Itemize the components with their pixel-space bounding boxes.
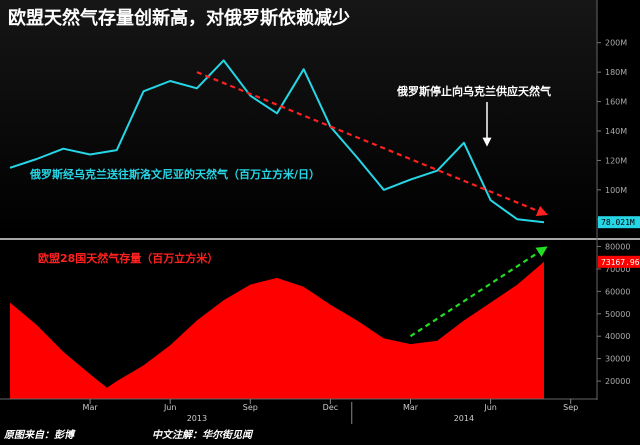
last-value-box	[598, 255, 640, 268]
x-tick-label: Sep	[563, 403, 578, 412]
y-tick-label: 70000	[605, 265, 630, 274]
x-year-label: 2013	[187, 414, 207, 423]
footer-source: 原图来自：彭博	[3, 429, 76, 441]
x-axis: Mar Jun Sep Dec Mar Jun Sep 2013 2014	[0, 398, 597, 424]
y-tick-label: 50000	[605, 310, 630, 319]
y-tick-label: 20000	[605, 377, 630, 386]
top-series-annotation: 俄罗斯经乌克兰送往斯洛文尼亚的天然气（百万立方米/日）	[29, 167, 320, 181]
series-line	[9, 59, 545, 224]
y-tick-label: 180M	[605, 68, 627, 77]
last-value-label: 73167.96	[601, 258, 640, 267]
y-tick-label: 60000	[605, 287, 630, 296]
x-tick-label: Sep	[243, 403, 258, 412]
x-tick-label: Jun	[483, 403, 497, 412]
y-tick-label: 120M	[605, 156, 627, 165]
x-year-label: 2014	[454, 414, 474, 423]
top-panel-bg	[0, 0, 597, 236]
y-tick-label: 160M	[605, 98, 627, 107]
y-tick-label: 40000	[605, 332, 630, 341]
x-tick-label: Mar	[403, 403, 419, 412]
bottom-series-annotation: 欧盟28国天然气存量（百万立方米）	[38, 251, 218, 265]
x-tick-label: Jun	[163, 403, 177, 412]
chart-title: 欧盟天然气存量创新高，对俄罗斯依赖减少	[8, 7, 350, 29]
footer-notes: 中文注解：华尔街见闻	[152, 429, 254, 441]
y-tick-label: 80000	[605, 242, 630, 251]
last-value-label: 78.021M	[601, 218, 635, 227]
series-area	[10, 261, 544, 399]
x-tick-label: Dec	[323, 403, 338, 412]
y-tick-label: 140M	[605, 127, 627, 136]
top-panel: 200M180M160M140M120M100M80M78.021M	[9, 39, 640, 229]
y-tick-label: 30000	[605, 355, 630, 364]
cutoff-annotation: 俄罗斯停止向乌克兰供应天然气	[396, 84, 551, 98]
bottom-panel: 80000 70000 60000 50000 40000 30000 20000 73167…	[10, 242, 640, 399]
x-tick-label: Mar	[83, 403, 99, 412]
y-tick-label: 200M	[605, 39, 627, 48]
last-value-box	[598, 216, 640, 229]
y-tick-label: 100M	[605, 186, 627, 195]
